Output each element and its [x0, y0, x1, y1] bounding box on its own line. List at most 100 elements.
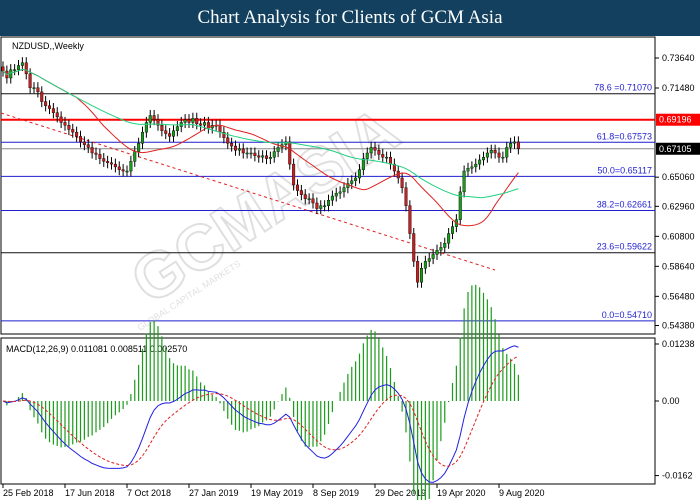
- y-tick-label: 0.62960: [662, 201, 695, 211]
- candle: [435, 250, 439, 255]
- candle: [485, 152, 489, 158]
- candle: [315, 202, 319, 209]
- x-tick-label: 25 Feb 2018: [3, 488, 54, 498]
- candle: [392, 163, 396, 172]
- candle: [342, 187, 346, 193]
- candle: [71, 129, 75, 133]
- candle: [249, 152, 253, 155]
- y-tick-label: 0.60800: [662, 231, 695, 241]
- candle: [109, 162, 113, 165]
- fib-label: 78.6 =0.71070: [594, 83, 652, 93]
- resistance-label: 0.69196: [659, 115, 692, 125]
- fib-label: 23.6=0.59622: [597, 242, 652, 252]
- y-tick-label: 0.65060: [662, 172, 695, 182]
- candle: [373, 147, 377, 151]
- candle: [307, 198, 311, 201]
- candle: [303, 194, 307, 200]
- y-tick-label: 0.56480: [662, 291, 695, 301]
- candle: [400, 177, 404, 188]
- candle: [423, 261, 427, 269]
- macd-y-tick-label: 0.01238: [662, 339, 695, 349]
- candle: [369, 147, 373, 154]
- fib-label: 38.2=0.62661: [597, 199, 652, 209]
- candle: [191, 118, 195, 123]
- resistance-badge: [656, 113, 700, 126]
- candle: [261, 155, 265, 158]
- candle: [385, 156, 389, 159]
- macd-y-tick-label: -0.0162: [662, 471, 693, 481]
- candle: [129, 161, 133, 172]
- candle: [24, 62, 28, 75]
- signal-line: [2, 355, 519, 467]
- macd-y-tick-label: 0.00: [662, 396, 680, 406]
- x-tick-label: 8 Sep 2019: [313, 488, 359, 498]
- current-price-badge: [656, 142, 700, 155]
- candle: [447, 233, 451, 244]
- candle: [292, 163, 296, 186]
- candle: [202, 122, 206, 126]
- x-tick-label: 17 Jun 2018: [65, 488, 115, 498]
- candle: [377, 150, 381, 155]
- candle: [86, 144, 90, 148]
- candle: [187, 119, 191, 123]
- candle: [470, 166, 474, 169]
- x-tick-label: 7 Oct 2018: [127, 488, 171, 498]
- candle: [9, 69, 13, 79]
- candle: [164, 130, 168, 134]
- candle: [226, 137, 230, 144]
- candle: [218, 125, 222, 133]
- candle: [474, 163, 478, 168]
- candle: [439, 247, 443, 251]
- candle: [354, 177, 358, 181]
- candle: [408, 205, 412, 234]
- candle: [1, 66, 5, 72]
- current-price-label: 0.67105: [659, 144, 692, 154]
- candle: [427, 258, 431, 262]
- main-panel-frame: [0, 36, 656, 335]
- fast-ma-line: [2, 68, 519, 227]
- candle: [361, 158, 365, 170]
- candle: [493, 150, 497, 154]
- candle: [416, 261, 420, 283]
- candle: [462, 170, 466, 193]
- candle: [466, 168, 470, 172]
- macd-panel-frame: [0, 337, 656, 485]
- candle: [253, 152, 257, 156]
- fib-label: 0.0=0.54710: [602, 310, 652, 320]
- candle: [478, 159, 482, 165]
- candle: [63, 122, 67, 126]
- candle: [230, 143, 234, 147]
- candle: [175, 126, 179, 131]
- candle: [237, 148, 241, 151]
- candle: [183, 119, 187, 123]
- candle: [222, 131, 226, 138]
- candle: [505, 147, 509, 158]
- macd-label: MACD(12,26,9) 0.011081 0.008511 0.002570: [6, 344, 187, 354]
- candle: [296, 184, 300, 191]
- candle: [121, 169, 125, 172]
- candle: [44, 101, 48, 106]
- candle: [265, 155, 269, 159]
- candle: [451, 226, 455, 234]
- candle: [98, 154, 102, 159]
- candle: [36, 87, 40, 93]
- candle: [338, 191, 342, 194]
- fib-label: 50.0=0.65117: [597, 165, 652, 175]
- candle: [311, 198, 315, 204]
- candle: [516, 141, 520, 150]
- candle: [113, 163, 117, 168]
- candle: [137, 143, 141, 152]
- candle: [330, 195, 334, 201]
- candle: [51, 108, 55, 113]
- candle: [94, 152, 98, 155]
- candle: [82, 141, 86, 145]
- candle: [125, 170, 129, 173]
- candle: [365, 152, 369, 159]
- candle: [59, 116, 63, 123]
- trendline: [0, 112, 496, 271]
- candle: [28, 73, 32, 88]
- x-tick-label: 9 Aug 2020: [499, 488, 545, 498]
- candle: [334, 193, 338, 197]
- x-tick-label: 19 Apr 2020: [437, 488, 486, 498]
- candle: [75, 131, 79, 137]
